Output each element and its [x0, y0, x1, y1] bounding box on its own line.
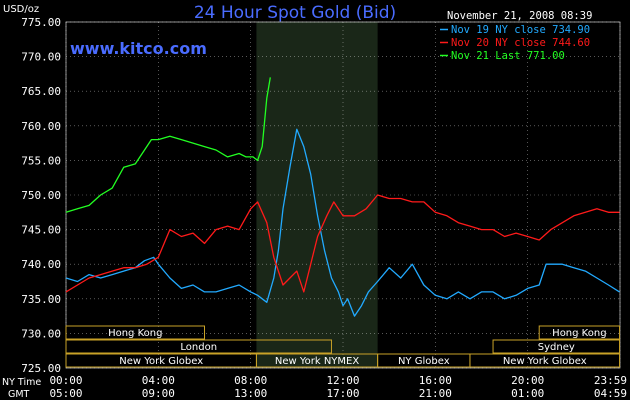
gmt-label: GMT: [8, 389, 30, 400]
plot-frame: [65, 21, 621, 369]
x-tick-label-ny: 20:00: [511, 374, 544, 387]
market-session-box: [65, 339, 332, 354]
y-tick-label: 755.00: [21, 154, 61, 167]
x-tick-label-gmt: 01:00: [511, 387, 544, 400]
x-tick-label-ny: 00:00: [49, 374, 82, 387]
market-session-label: NY Globex: [398, 356, 450, 367]
legend-entry: Nov 21 Last 771.00: [451, 50, 565, 62]
market-session-label: London: [180, 342, 217, 353]
legend-entry: Nov 19 NY close 734.90: [451, 24, 590, 36]
brand-label: www.kitco.com: [70, 39, 207, 58]
market-session-label: Hong Kong: [552, 328, 606, 339]
market-session-box: [469, 353, 621, 368]
market-session-label: Hong Kong: [108, 328, 162, 339]
x-axis-ticks: 00:00 04:00 08:00 12:00 16:00 20:00 23:59 05:00…: [49, 374, 627, 400]
market-session-box: [492, 339, 621, 354]
y-tick-label: 730.00: [21, 327, 61, 340]
y-tick-label: 745.00: [21, 224, 61, 237]
x-tick-label-ny: 04:00: [142, 374, 175, 387]
legend-entry: Nov 20 NY close 744.60: [451, 37, 590, 49]
y-unit-label: USD/oz: [3, 4, 39, 15]
x-tick-label-gmt: 04:59: [594, 387, 627, 400]
x-tick-label-gmt: 17:00: [326, 387, 359, 400]
y-tick-label: 740.00: [21, 258, 61, 271]
x-tick-label-ny: 08:00: [234, 374, 267, 387]
series-line-2: [65, 194, 620, 293]
price-series: [65, 77, 620, 317]
x-tick-label-gmt: 05:00: [49, 387, 82, 400]
x-tick-label-gmt: 13:00: [234, 387, 267, 400]
ny-time-label: NY Time: [2, 377, 41, 388]
y-tick-label: 760.00: [21, 120, 61, 133]
chart-grid: [65, 21, 621, 369]
market-session-box: [538, 325, 621, 340]
x-tick-label-ny: 16:00: [419, 374, 452, 387]
x-tick-label-ny: 12:00: [326, 374, 359, 387]
market-session-label: New York Globex: [119, 356, 203, 367]
market-session-label: New York NYMEX: [275, 356, 360, 367]
y-tick-label: 735.00: [21, 293, 61, 306]
series-line-3: [65, 77, 271, 213]
market-session-label: New York Globex: [503, 356, 587, 367]
x-tick-label-gmt: 09:00: [142, 387, 175, 400]
y-tick-label: 765.00: [21, 85, 61, 98]
session-band: [256, 22, 378, 368]
market-session-box: [65, 325, 205, 340]
y-tick-label: 775.00: [21, 16, 61, 29]
y-tick-label: 750.00: [21, 189, 61, 202]
market-sessions: Hong Kong Hong Kong London Sydney New York G…: [65, 325, 621, 368]
market-session-label: Sydney: [538, 342, 575, 353]
y-tick-label: 725.00: [21, 362, 61, 375]
date-label: November 21, 2008 08:39: [447, 10, 592, 22]
x-tick-label-gmt: 21:00: [419, 387, 452, 400]
y-axis-ticks: 775.00 770.00 765.00 760.00 755.00 750.00 745.…: [21, 16, 61, 375]
series-line-1: [65, 128, 620, 317]
y-tick-label: 770.00: [21, 51, 61, 64]
x-tick-label-ny: 23:59: [594, 374, 627, 387]
chart-title: 24 Hour Spot Gold (Bid): [194, 3, 396, 23]
